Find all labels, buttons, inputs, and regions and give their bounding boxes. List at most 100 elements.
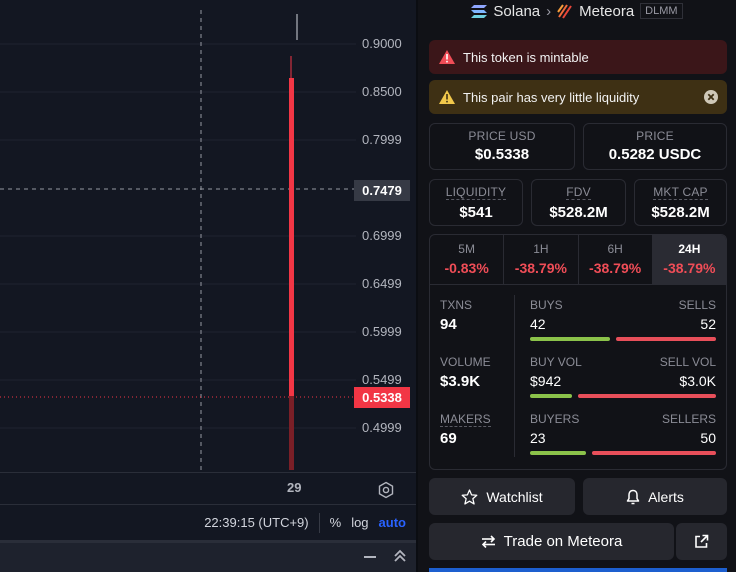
tab-5m[interactable]: 5M -0.83% [430,235,505,284]
warning-icon [439,50,455,64]
market-cap-box: MKT CAP $528.2M [634,179,727,226]
solana-logo-icon [471,4,488,18]
mintable-warning[interactable]: This token is mintable [429,40,727,74]
buyers-label: BUYERS [530,412,580,426]
time-axis[interactable]: 29 [0,472,416,504]
chart-settings-icon[interactable] [377,481,395,499]
crosshair-price-badge: 0.7479 [354,180,410,201]
buys-value: 42 [530,316,546,332]
log-scale-toggle[interactable]: log [351,515,369,530]
price-tick: 0.6499 [362,276,402,291]
candle-body[interactable] [289,78,294,396]
open-external-button[interactable] [676,523,727,560]
price-change: -38.79% [514,260,567,276]
chain-link[interactable]: Solana [493,2,541,20]
watchlist-label: Watchlist [486,488,543,505]
price-tick: 0.6999 [362,228,402,243]
chevron-right-icon: › [546,2,552,20]
volume-value: $3.9K [440,373,481,390]
sells-label: SELLS [678,298,716,312]
sells-ratio-bar [616,337,716,341]
market-cap-label: MKT CAP [653,185,708,200]
price-usd-value: $0.5338 [474,146,530,163]
liquidity-warning[interactable]: This pair has very little liquidity [429,80,727,114]
volume-label: VOLUME [440,355,491,369]
pair-info-panel: Solana › Meteora DLMM This token is mint… [418,0,736,572]
sellers-value: 50 [700,430,716,446]
watchlist-button[interactable]: Watchlist [429,478,575,515]
price-tick: 0.5499 [362,372,402,387]
buys-ratio-bar [530,337,610,341]
price-quote-box: PRICE 0.5282 USDC [583,123,727,170]
mintable-warning-text: This token is mintable [463,49,589,65]
price-quote-value: 0.5282 USDC [608,146,702,163]
time-tick: 29 [287,480,302,495]
auto-scale-toggle[interactable]: auto [378,515,406,530]
chart-plot-area[interactable] [0,0,356,472]
breadcrumb: Solana › Meteora DLMM [418,0,736,22]
liquidity-value: $541 [459,204,493,221]
swap-arrows-icon [481,535,495,548]
tab-1h[interactable]: 1H -38.79% [504,235,579,284]
close-icon[interactable] [704,90,718,104]
fdv-value: $528.2M [549,204,608,221]
price-change: -0.83% [444,260,489,276]
makers-value: 69 [440,430,457,447]
sells-value: 52 [700,316,716,332]
last-price-badge: 0.5338 [354,387,410,408]
bottom-action-strip[interactable] [429,568,727,572]
sellers-ratio-bar [592,451,716,455]
price-tick: 0.5999 [362,324,402,339]
candle-volume-body [289,396,294,470]
buys-label: BUYS [530,298,563,312]
grid-lines [0,43,356,429]
liquidity-warning-text: This pair has very little liquidity [463,89,640,105]
buyers-value: 23 [530,430,546,446]
tab-6h[interactable]: 6H -38.79% [579,235,653,284]
dex-link[interactable]: Meteora [579,2,635,20]
tab-label: 5M [458,242,475,256]
minimize-icon[interactable] [362,549,378,563]
bottom-panel-bar [0,540,416,572]
tab-24h[interactable]: 24H -38.79% [652,235,726,284]
timeframe-tabs: 5M -0.83% 1H -38.79% 6H -38.79% 24H -38.… [429,234,727,285]
price-usd-label: PRICE USD [468,129,536,143]
price-axis[interactable]: 0.9000 0.8500 0.7999 0.6999 0.6499 0.599… [354,0,416,472]
trade-button[interactable]: Trade on Meteora [429,523,674,560]
price-quote-label: PRICE [636,129,674,143]
bell-icon [626,489,640,504]
makers-label: MAKERS [440,412,491,427]
external-link-icon [695,534,709,548]
sell-volume-ratio-bar [578,394,716,398]
price-chart[interactable]: 0.9000 0.8500 0.7999 0.6999 0.6499 0.599… [0,0,416,540]
price-change: -38.79% [663,260,716,276]
market-cap-value: $528.2M [651,204,710,221]
price-tick: 0.8500 [362,84,402,99]
pool-type-badge: DLMM [640,3,683,19]
tab-label: 6H [607,242,623,256]
activity-stats: TXNS 94 VOLUME $3.9K MAKERS 69 BUYS SELL… [429,285,727,470]
alerts-button[interactable]: Alerts [583,478,727,515]
toolbar-divider [318,512,320,533]
liquidity-box: LIQUIDITY $541 [429,179,523,226]
tab-label: 24H [678,242,701,256]
price-usd-box: PRICE USD $0.5338 [429,123,575,170]
buy-volume-value: $942 [530,373,562,389]
percent-scale-toggle[interactable]: % [329,515,342,530]
stats-divider [514,295,515,457]
price-tick: 0.7999 [362,132,402,147]
fdv-label: FDV [566,185,591,200]
chart-footer-toolbar: 22:39:15 (UTC+9) % log auto [0,504,416,540]
meteora-logo-icon [557,4,572,19]
clock-label: 22:39:15 (UTC+9) [204,515,309,530]
sell-volume-label: SELL VOL [659,355,716,369]
liquidity-label: LIQUIDITY [445,185,507,200]
tab-label: 1H [533,242,549,256]
txns-value: 94 [440,316,457,333]
buy-volume-label: BUY VOL [530,355,582,369]
trade-label: Trade on Meteora [503,533,623,550]
chevrons-up-icon[interactable] [392,548,408,564]
warning-icon [439,90,455,104]
star-icon [461,488,478,505]
panel-divider[interactable] [416,0,418,572]
